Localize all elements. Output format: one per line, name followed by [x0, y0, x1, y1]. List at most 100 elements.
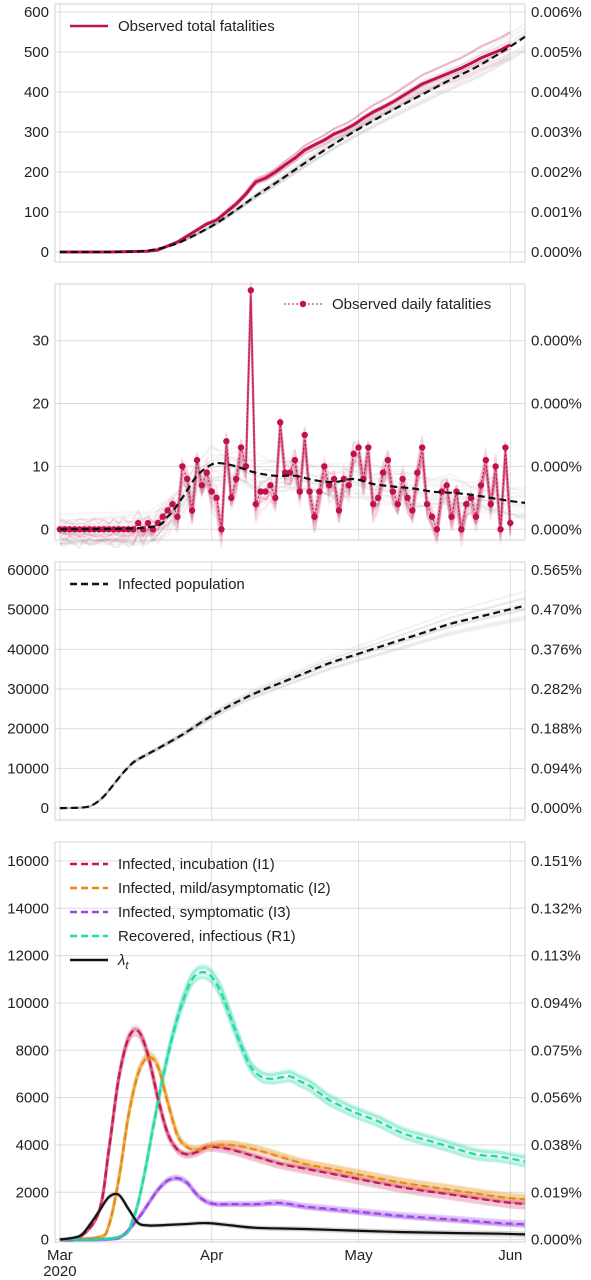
data-point — [306, 488, 313, 495]
y2-tick-label: 0.000% — [531, 1232, 582, 1249]
y-tick-label: 16000 — [7, 853, 49, 870]
data-point — [237, 444, 245, 451]
y-tick-label: 200 — [24, 164, 49, 181]
uncertainty-trace — [59, 965, 526, 1241]
data-point — [458, 526, 465, 533]
uncertainty-trace — [59, 965, 526, 1241]
data-point — [86, 526, 93, 533]
data-point — [56, 526, 64, 533]
data-point — [492, 463, 499, 470]
x-tick-label: Apr — [200, 1247, 223, 1264]
data-point — [232, 475, 240, 483]
data-point — [409, 507, 416, 514]
data-point — [379, 469, 387, 476]
data-point — [477, 482, 485, 489]
y-tick-label: 30 — [32, 333, 49, 350]
y2-tick-label: 0.376% — [531, 641, 582, 658]
data-point — [384, 456, 392, 464]
y-tick-label: 6000 — [16, 1090, 49, 1107]
data-point — [169, 500, 176, 508]
data-point — [423, 500, 431, 508]
y-tick-label: 400 — [24, 84, 49, 101]
data-point — [316, 488, 323, 495]
y2-tick-label: 0.151% — [531, 853, 582, 870]
data-point — [507, 519, 514, 527]
data-point — [345, 482, 352, 489]
y-tick-label: 8000 — [16, 1042, 49, 1059]
uncertainty-trace — [59, 464, 526, 534]
series-line — [59, 461, 526, 531]
y2-tick-label: 0.282% — [531, 681, 582, 698]
plot-area — [54, 561, 526, 821]
y-tick-label: 0 — [41, 800, 49, 817]
y2-tick-label: 0.004% — [531, 84, 582, 101]
y-tick-label: 40000 — [7, 641, 49, 658]
data-point — [463, 500, 470, 508]
y-tick-label: 10000 — [7, 760, 49, 777]
y-tick-label: 10000 — [7, 995, 49, 1012]
legend: Observed total fatalities — [70, 18, 275, 35]
legend-label: Infected population — [118, 576, 245, 593]
plot-area — [54, 3, 526, 263]
uncertainty-trace — [59, 302, 512, 546]
legend: Infected, incubation (I1) Infected, mild/… — [70, 856, 331, 972]
y2-tick-label: 0.000% — [531, 244, 582, 261]
uncertainty-trace — [59, 468, 526, 545]
data-point — [325, 482, 333, 489]
y2-tick-label: 0.000% — [531, 333, 582, 350]
plot-area — [54, 283, 526, 541]
series-line — [59, 1029, 526, 1242]
data-point — [179, 463, 186, 470]
data-point — [482, 456, 490, 464]
data-point — [374, 494, 382, 502]
data-point — [330, 475, 338, 483]
uncertainty-trace — [59, 49, 526, 254]
data-point — [365, 444, 372, 451]
data-point — [159, 513, 166, 520]
data-point — [350, 450, 357, 458]
y2-tick-label: 0.132% — [531, 900, 582, 917]
series-line — [59, 1056, 526, 1241]
data-point — [467, 494, 475, 502]
data-point — [213, 494, 220, 502]
legend: Observed daily fatalities — [284, 296, 491, 313]
x-year-label: 2020 — [43, 1263, 76, 1280]
data-point — [193, 456, 201, 464]
data-point — [394, 500, 401, 508]
chart-panel-2: 0 10 20 30 0.000% 0.000% 0.000% 0.000% Observed … — [32, 281, 582, 550]
legend-label: Recovered, infectious (R1) — [118, 928, 296, 945]
data-point — [198, 482, 206, 489]
data-point — [188, 507, 196, 514]
x-tick-label: Jun — [498, 1247, 522, 1264]
data-point — [399, 475, 406, 483]
legend-label: Observed total fatalities — [118, 18, 275, 35]
data-point — [321, 463, 328, 470]
data-point — [183, 475, 191, 483]
y-tick-label: 600 — [24, 4, 49, 21]
x-tick-label: Mar — [47, 1247, 73, 1264]
y2-tick-label: 0.000% — [531, 800, 582, 817]
series-line — [59, 43, 512, 254]
legend-label: Infected, symptomatic (I3) — [118, 904, 291, 921]
uncertainty-trace — [59, 1030, 526, 1242]
y-tick-label: 0 — [41, 521, 49, 538]
uncertainty-trace — [59, 474, 526, 545]
chart-panel-3: 0 10000 20000 30000 40000 50000 60000 0.000% 0.0… — [7, 561, 582, 821]
y-tick-label: 300 — [24, 124, 49, 141]
legend-label: Infected, incubation (I1) — [118, 856, 275, 873]
data-point — [66, 526, 73, 533]
uncertainty-trace — [59, 1033, 526, 1242]
y2-tick-label: 0.000% — [531, 458, 582, 475]
uncertainty-trace — [59, 590, 526, 809]
data-point — [418, 444, 426, 451]
uncertainty-trace — [59, 1178, 526, 1242]
data-point — [487, 500, 494, 508]
uncertainty-trace — [59, 965, 526, 1241]
series-line — [59, 1192, 526, 1241]
uncertainty-trace — [59, 1174, 526, 1241]
uncertainty-trace — [59, 967, 526, 1242]
data-point — [252, 500, 259, 508]
chart-panel-1: 0 100 200 300 400 500 600 0.000% 0.001% 0.002% 0.0… — [24, 3, 582, 263]
y2-tick-label: 0.056% — [531, 1090, 582, 1107]
y-tick-label: 10 — [32, 458, 49, 475]
